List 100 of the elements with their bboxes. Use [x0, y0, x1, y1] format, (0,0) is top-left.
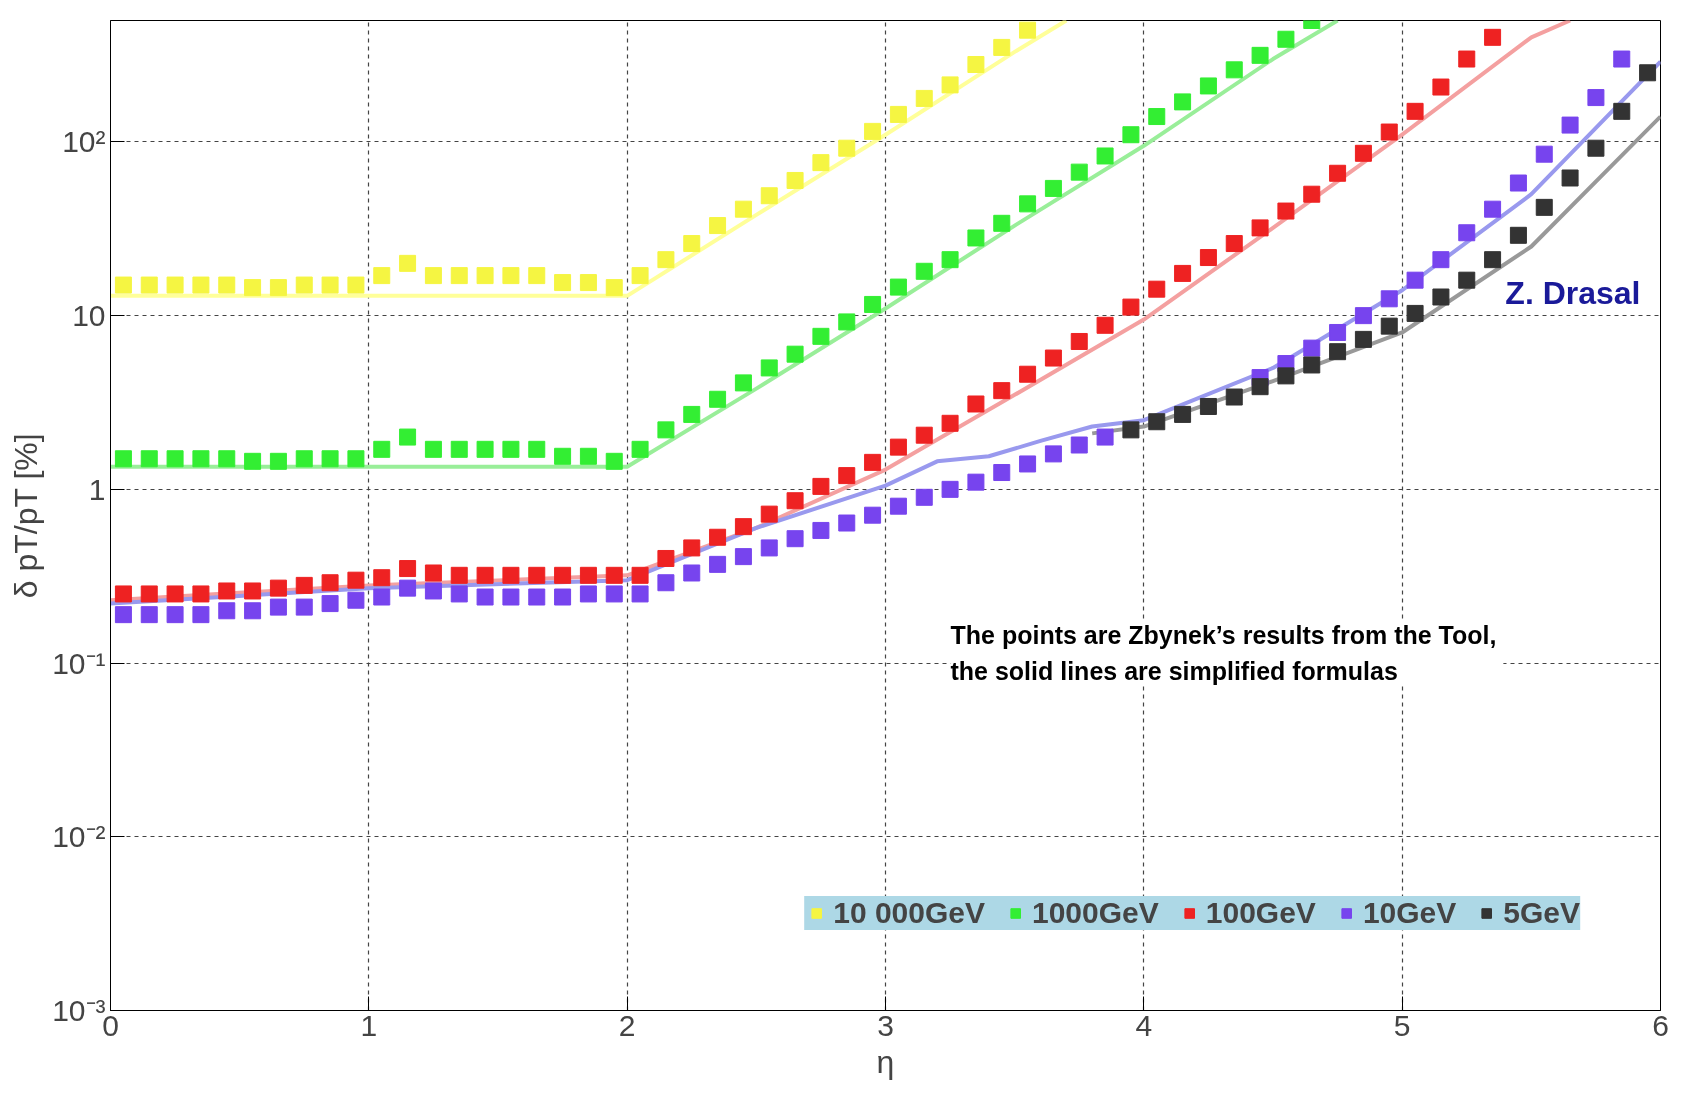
point: [864, 506, 882, 524]
point: [269, 579, 287, 597]
point: [1148, 413, 1166, 431]
point: [579, 447, 597, 465]
point: [683, 405, 701, 423]
point: [1484, 28, 1502, 46]
point: [709, 390, 727, 408]
point: [1044, 445, 1062, 463]
point: [1277, 367, 1295, 385]
point: [424, 564, 442, 582]
point: [218, 582, 236, 600]
point: [1070, 332, 1088, 350]
point: [140, 450, 158, 468]
point: [760, 505, 778, 523]
point: [993, 382, 1011, 400]
point: [1148, 108, 1166, 126]
x-tick-label: 6: [1652, 1008, 1669, 1042]
point: [244, 279, 262, 297]
point: [734, 518, 752, 536]
point: [812, 154, 830, 172]
point: [1432, 288, 1450, 306]
point: [1380, 123, 1398, 141]
point: [1070, 436, 1088, 454]
point: [1122, 298, 1140, 316]
point: [218, 276, 236, 294]
x-axis-title: η: [876, 1043, 895, 1080]
point: [1406, 102, 1424, 120]
point: [373, 267, 391, 285]
point: [1354, 144, 1372, 162]
point: [114, 276, 132, 294]
point: [373, 588, 391, 606]
point: [709, 555, 727, 573]
point: [1484, 251, 1502, 269]
point: [812, 477, 830, 495]
point: [1329, 323, 1347, 341]
x-tick-label: 5: [1393, 1008, 1411, 1042]
point: [915, 262, 933, 280]
legend-label: 10 000GeV: [833, 896, 985, 930]
point: [915, 426, 933, 444]
point: [605, 585, 623, 603]
point: [967, 395, 985, 413]
point: [218, 602, 236, 620]
point: [864, 295, 882, 313]
point: [269, 598, 287, 616]
point: [838, 313, 856, 331]
legend-label: 1000GeV: [1032, 896, 1159, 930]
point: [502, 588, 520, 606]
point: [1019, 365, 1037, 383]
point: [605, 279, 623, 297]
point: [579, 274, 597, 292]
point: [993, 38, 1011, 56]
point: [1484, 200, 1502, 218]
point: [838, 514, 856, 532]
point: [1303, 339, 1321, 357]
point: [1380, 290, 1398, 308]
annotation: The points are Zbynek’s results from the Tool, the solid lines are simplified formulas: [950, 620, 1497, 685]
y-tick-label: 10²: [62, 125, 106, 159]
point: [709, 217, 727, 235]
y-axis-title: δ pT/pT [%]: [8, 433, 45, 599]
point: [709, 528, 727, 546]
point: [1613, 102, 1631, 120]
point: [1354, 330, 1372, 348]
point: [1251, 219, 1269, 237]
point: [683, 564, 701, 582]
point: [295, 598, 313, 616]
point: [734, 374, 752, 392]
point: [269, 452, 287, 470]
point: [295, 276, 313, 294]
point: [786, 345, 804, 363]
point: [941, 414, 959, 432]
point: [450, 585, 468, 603]
point: [1613, 50, 1631, 68]
point: [683, 235, 701, 253]
point: [1329, 164, 1347, 182]
point: [631, 585, 649, 603]
y-tick-label: 10⁻²: [52, 820, 106, 854]
point: [760, 539, 778, 557]
point: [941, 251, 959, 269]
point: [295, 450, 313, 468]
point: [502, 440, 520, 458]
point: [347, 276, 365, 294]
point: [993, 464, 1011, 482]
point: [734, 548, 752, 566]
point: [166, 276, 184, 294]
point: [192, 276, 210, 294]
line-series: [110, 20, 1069, 298]
point: [1070, 163, 1088, 181]
point: [476, 440, 494, 458]
point: [812, 327, 830, 345]
point: [786, 530, 804, 548]
point: [321, 450, 339, 468]
point: [1639, 64, 1657, 82]
point: [657, 549, 675, 567]
point: [424, 267, 442, 285]
point: [657, 251, 675, 269]
point: [476, 588, 494, 606]
point: [321, 276, 339, 294]
point: [1303, 185, 1321, 203]
point: [218, 450, 236, 468]
point: [1122, 421, 1140, 439]
